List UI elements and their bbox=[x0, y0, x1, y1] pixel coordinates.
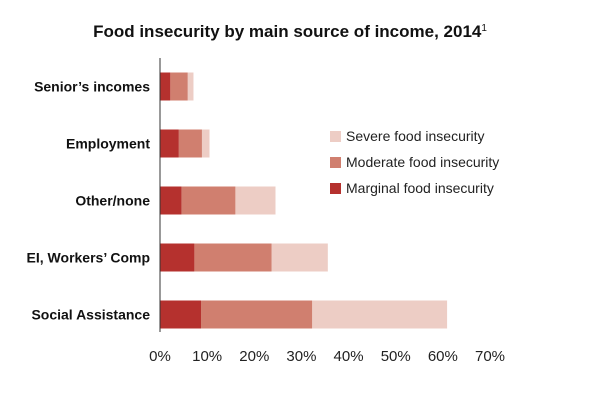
category-label: Employment bbox=[66, 136, 150, 152]
category-label: Other/none bbox=[75, 193, 150, 209]
bar-other-none-severe-food-insecurity bbox=[235, 186, 276, 215]
chart-title: Food insecurity by main source of income… bbox=[93, 22, 487, 41]
bar-ei-workers-comp-marginal-food-insecurity bbox=[160, 243, 195, 272]
x-tick-label: 30% bbox=[286, 348, 316, 365]
category-label: Senior’s incomes bbox=[34, 79, 150, 95]
legend-swatch-moderate-food-insecurity bbox=[330, 157, 341, 168]
legend-label: Marginal food insecurity bbox=[346, 180, 494, 196]
bar-ei-workers-comp-moderate-food-insecurity bbox=[194, 243, 272, 272]
x-tick-label: 50% bbox=[381, 348, 411, 365]
bar-employment-marginal-food-insecurity bbox=[160, 129, 179, 158]
bar-senior-s-incomes-marginal-food-insecurity bbox=[160, 72, 171, 101]
bar-social-assistance-severe-food-insecurity bbox=[312, 300, 448, 329]
x-tick-label: 0% bbox=[149, 348, 171, 365]
legend-swatch-severe-food-insecurity bbox=[330, 131, 341, 142]
bar-other-none-moderate-food-insecurity bbox=[181, 186, 236, 215]
legend-swatch-marginal-food-insecurity bbox=[330, 183, 341, 194]
category-label: EI, Workers’ Comp bbox=[27, 250, 150, 266]
x-tick-label: 40% bbox=[334, 348, 364, 365]
bar-ei-workers-comp-severe-food-insecurity bbox=[271, 243, 328, 272]
legend-label: Severe food insecurity bbox=[346, 128, 485, 144]
bar-employment-severe-food-insecurity bbox=[201, 129, 210, 158]
legend-label: Moderate food insecurity bbox=[346, 154, 499, 170]
x-axis-ticks-group: 0% 10% 20% 30% 40% 50% 60% 70% bbox=[149, 348, 505, 365]
bar-social-assistance-marginal-food-insecurity bbox=[160, 300, 202, 329]
x-tick-label: 20% bbox=[239, 348, 269, 365]
legend: Severe food insecurity Moderate food inse… bbox=[330, 128, 499, 196]
bar-senior-s-incomes-moderate-food-insecurity bbox=[170, 72, 188, 101]
x-tick-label: 10% bbox=[192, 348, 222, 365]
chart-title-superscript: 1 bbox=[481, 23, 487, 34]
x-tick-label: 60% bbox=[428, 348, 458, 365]
bar-social-assistance-moderate-food-insecurity bbox=[201, 300, 313, 329]
bar-senior-s-incomes-severe-food-insecurity bbox=[187, 72, 194, 101]
category-labels-group: Senior’s incomes Employment Other/none EI, … bbox=[27, 79, 151, 323]
chart-title-text: Food insecurity by main source of income… bbox=[93, 22, 482, 41]
x-tick-label: 70% bbox=[475, 348, 505, 365]
category-label: Social Assistance bbox=[31, 307, 150, 323]
bar-employment-moderate-food-insecurity bbox=[178, 129, 202, 158]
bar-other-none-marginal-food-insecurity bbox=[160, 186, 182, 215]
bars-group bbox=[160, 72, 448, 329]
